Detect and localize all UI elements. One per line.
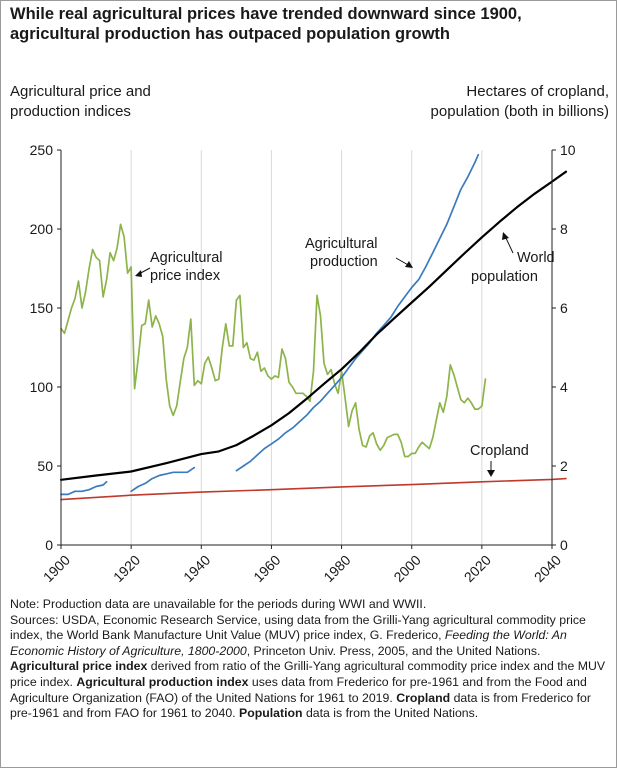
price-annotation-line-1: Agricultural — [150, 250, 223, 266]
production-index-line — [235, 153, 480, 472]
left-axis-title-line-1: Agricultural price and — [10, 83, 151, 100]
sources-text-4: uses data from Frederico for pre-1961 an… — [10, 674, 587, 705]
y-right-tick-label: 2 — [560, 458, 568, 474]
y-left-tick-label: 150 — [30, 300, 54, 316]
production-annotation-line-2: production — [310, 254, 378, 270]
book-title: Feeding the World: An Economic History o… — [10, 628, 567, 658]
cropland-line — [60, 477, 567, 501]
production-index-line — [60, 480, 108, 496]
chart-svg: 0 50 100 150 200 250 0 2 4 6 8 10 1900 1920 1940 1960 19… — [30, 142, 576, 585]
population-term: Population — [239, 706, 303, 721]
population-arrowhead — [502, 232, 509, 240]
y-right-tick-label: 10 — [560, 142, 576, 158]
right-axis-title: Hectares of cropland, population (both i… — [431, 82, 609, 122]
x-tick-label: 1980 — [320, 552, 353, 585]
axis-layer: 0 50 100 150 200 250 0 2 4 6 8 10 1900 1920 1940 1960 19… — [30, 142, 576, 585]
sources-note: Sources: USDA, Economic Research Service… — [10, 613, 610, 722]
x-tick-label: 2000 — [390, 552, 423, 585]
chart-title: While real agricultural prices have tren… — [10, 5, 522, 43]
price-index-line — [60, 223, 487, 458]
y-right-tick-label: 6 — [560, 300, 568, 316]
production-index-line — [130, 466, 196, 493]
sources-text-5: data is from Frederico for pre-1961 and … — [10, 690, 591, 721]
x-tick-label: 1940 — [180, 552, 213, 585]
y-right-tick-label: 4 — [560, 379, 568, 395]
right-axis-title-line-1: Hectares of cropland, — [466, 83, 609, 100]
left-axis-title: Agricultural price and production indice… — [10, 82, 151, 122]
population-annotation-arrow — [504, 235, 514, 254]
population-line — [59, 170, 568, 481]
cropland-term: Cropland — [396, 690, 451, 705]
x-tick-label: 1960 — [250, 552, 283, 585]
chart-notes: Note: Production data are unavailable fo… — [10, 597, 610, 722]
sources-text-2: , Princeton Univ. Press, 2005, and the U… — [246, 643, 541, 658]
y-left-tick-label: 200 — [30, 221, 54, 237]
y-left-tick-label: 0 — [45, 537, 53, 553]
cropland-annotation: Cropland — [470, 443, 529, 459]
x-tick-label: 1920 — [110, 552, 143, 585]
sources-text-3: derived from ratio of the Grilli-Yang ag… — [10, 659, 606, 689]
cropland-arrowhead — [487, 470, 495, 477]
label-layer: Agricultural price index Agricultural produ… — [135, 232, 555, 477]
price-index-term: Agricultural price index — [10, 659, 148, 674]
production-arrowhead — [405, 261, 413, 268]
production-note: Note: Production data are unavailable fo… — [10, 597, 427, 611]
production-annotation-line-1: Agricultural — [305, 236, 378, 252]
x-tick-label: 1900 — [40, 552, 73, 585]
sources-text-6: data is from the United Nations. — [302, 706, 479, 721]
grid-layer — [130, 150, 483, 545]
y-left-tick-label: 250 — [30, 142, 54, 158]
series-layer — [59, 153, 568, 501]
right-axis-title-line-2: population (both in billions) — [430, 103, 609, 120]
y-right-tick-label: 0 — [560, 537, 568, 553]
population-annotation-line-1: World — [517, 250, 555, 266]
x-tick-label: 2040 — [531, 552, 564, 585]
sources-text-1: Sources: USDA, Economic Research Service… — [10, 612, 586, 643]
price-arrowhead — [135, 270, 142, 277]
price-annotation-line-2: price index — [150, 268, 221, 284]
y-left-tick-label: 50 — [37, 458, 53, 474]
population-annotation-line-2: population — [471, 269, 538, 285]
left-axis-title-line-2: production indices — [10, 103, 131, 120]
x-tick-label: 2020 — [461, 552, 494, 585]
y-right-tick-label: 8 — [560, 221, 568, 237]
production-index-term: Agricultural production index — [76, 674, 249, 689]
y-left-tick-label: 100 — [30, 379, 54, 395]
